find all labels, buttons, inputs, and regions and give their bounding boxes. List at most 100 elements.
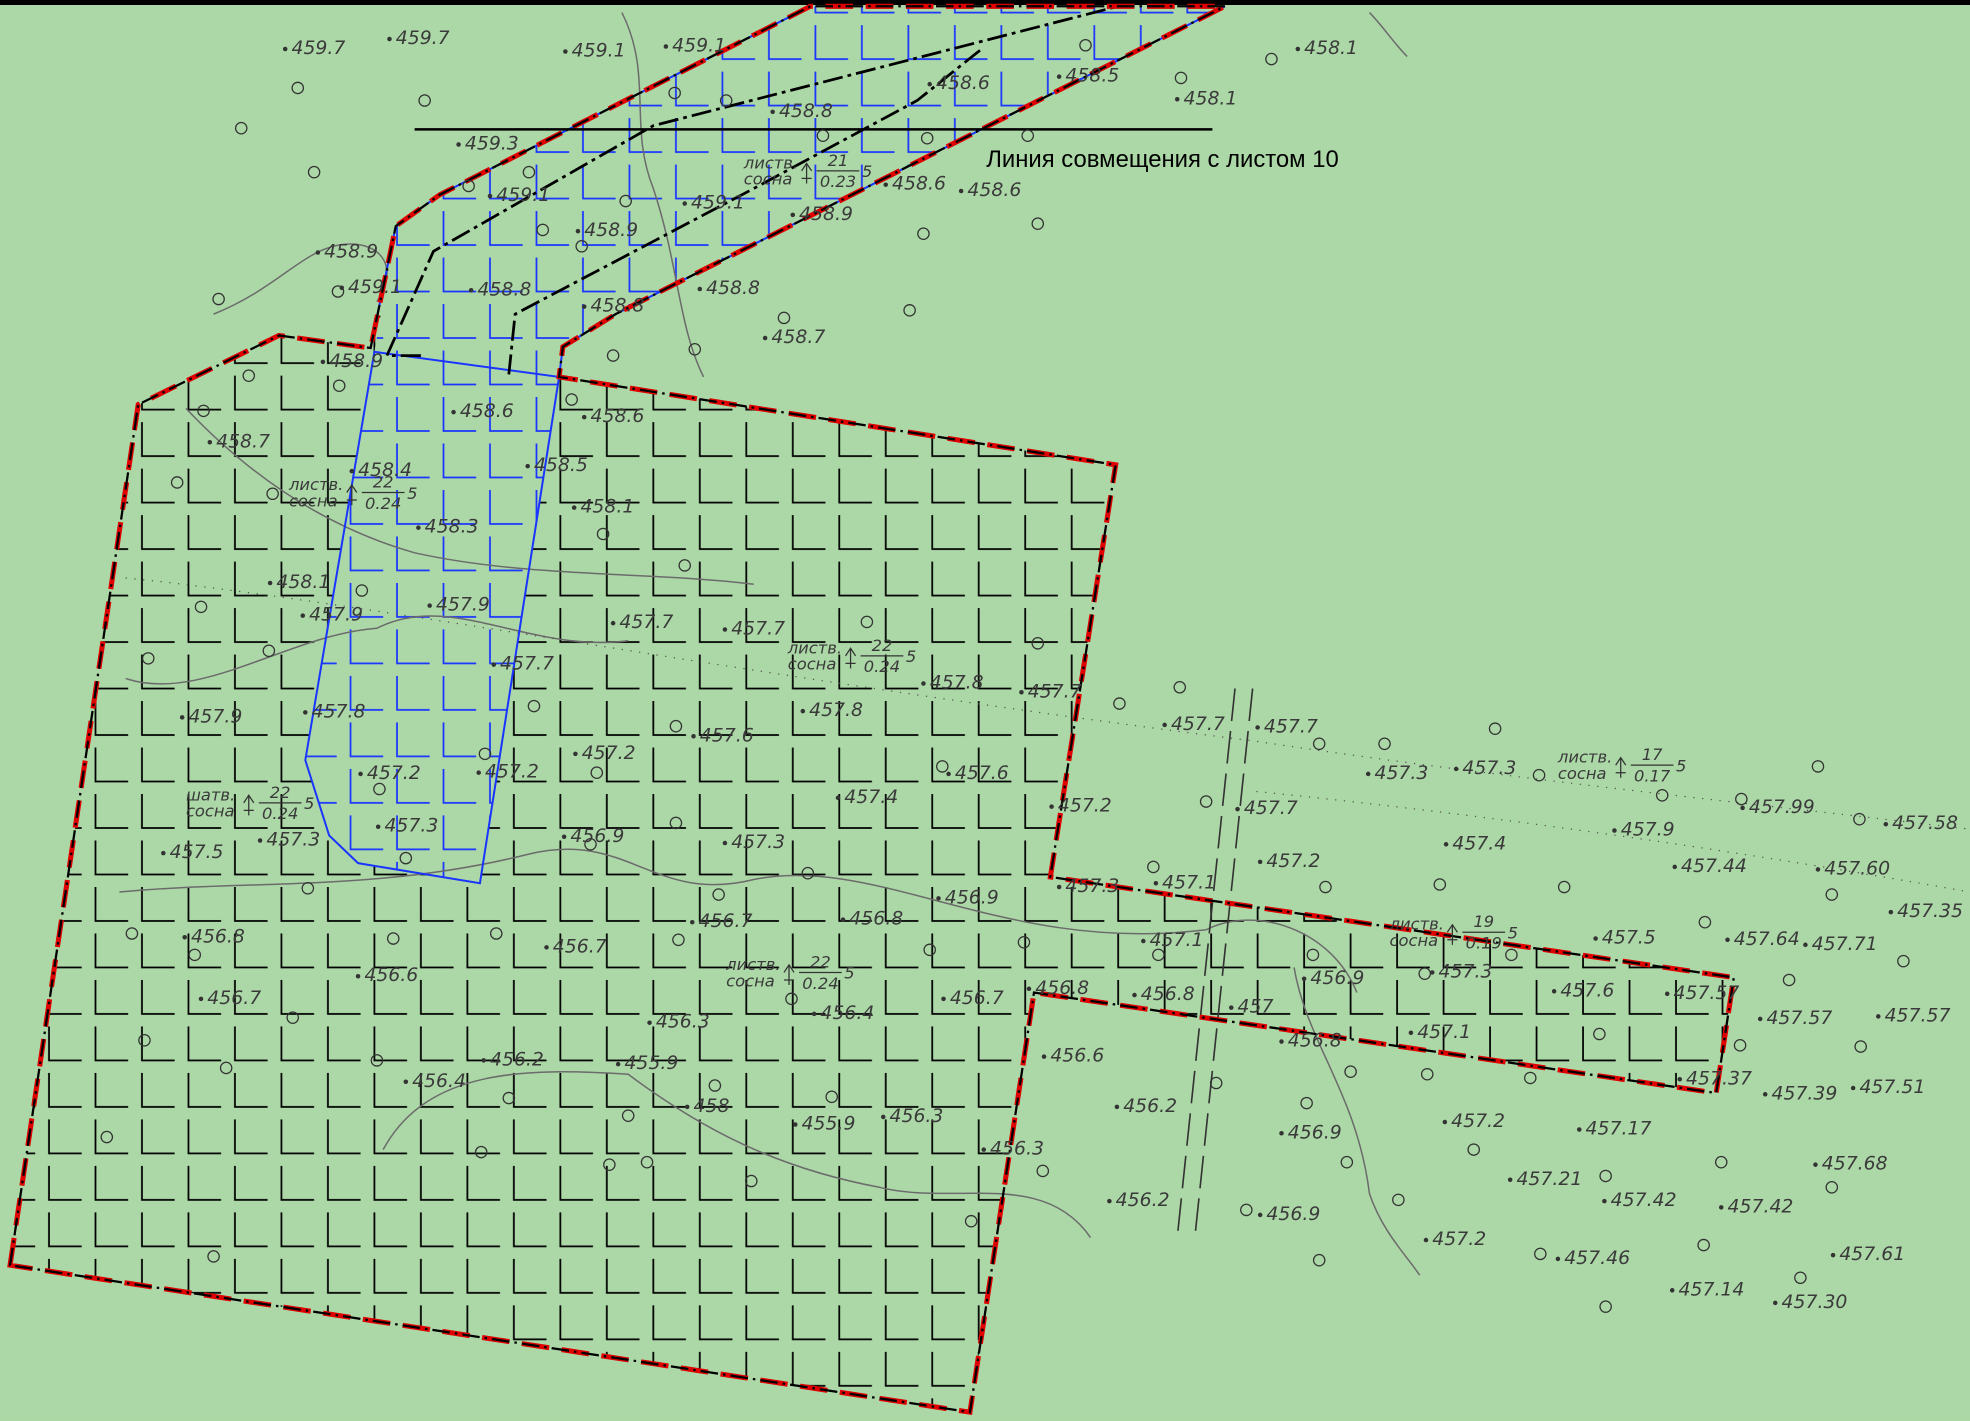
elevation-label: 458.6 (967, 180, 1021, 201)
elevation-label: 456.3 (890, 1106, 944, 1127)
elevation-point (1442, 1119, 1448, 1125)
elevation-label: 458.7 (216, 431, 270, 452)
survey-point (640, 1155, 654, 1169)
elevation-label: 457.35 (1897, 901, 1963, 922)
elevation-label: 458.6 (892, 174, 946, 195)
elevation-point (571, 505, 577, 510)
elevation-point (1772, 1300, 1778, 1306)
survey-point (619, 194, 632, 208)
elevation-point (1612, 828, 1617, 833)
survey-point (1467, 1143, 1481, 1156)
survey-point (1735, 792, 1748, 806)
dash-dot-line (384, 4, 1119, 357)
survey-point (1147, 860, 1160, 874)
elevation-label: 456.3 (656, 1012, 710, 1033)
elevation-point (722, 840, 728, 846)
elevation-point (1153, 880, 1159, 886)
elevation-point (1593, 936, 1598, 941)
survey-point (262, 644, 276, 658)
survey-point (1079, 38, 1092, 52)
survey-point (669, 816, 683, 830)
survey-point (1031, 637, 1045, 650)
tree-height: 22 (810, 952, 831, 971)
tree-symbol (243, 794, 255, 816)
elevation-point (198, 996, 204, 1002)
elevation-label: 457.2 (1451, 1111, 1505, 1132)
elevation-point (682, 201, 687, 206)
elevation-point (762, 335, 768, 341)
elevation-label: 457.60 (1824, 858, 1890, 879)
survey-point (1532, 768, 1546, 782)
contour-line (382, 1071, 1092, 1238)
survey-point (1306, 948, 1320, 962)
elevation-point (1602, 1198, 1607, 1204)
elevation-label: 458.9 (584, 220, 638, 241)
elevation-point (615, 1061, 621, 1067)
elevation-label: 457.64 (1734, 929, 1800, 950)
elevation-label: 458.3 (425, 517, 479, 538)
elevation-point (563, 49, 568, 54)
elevation-label: 457.9 (1621, 820, 1675, 841)
elevation-label: 459.1 (496, 185, 550, 206)
survey-point (170, 476, 184, 489)
elevation-label: 457.57 (1673, 983, 1739, 1004)
elevation-label: 457.8 (809, 700, 863, 721)
elevation-label: 456.9 (1266, 1204, 1320, 1225)
elevation-point (684, 1104, 690, 1110)
elevation-point (1295, 46, 1301, 52)
elevation-label: 455.9 (624, 1053, 678, 1074)
elevation-label: 456.7 (553, 936, 607, 957)
tree-species: сосна (186, 802, 235, 821)
survey-point (565, 393, 578, 406)
elevation-label: 458.8 (590, 296, 644, 317)
elevation-point (544, 945, 549, 950)
elevation-label: 457.3 (1462, 758, 1516, 779)
survey-point (801, 866, 815, 880)
survey-point (1825, 1181, 1839, 1194)
elevation-label: 456.9 (570, 826, 624, 847)
tree-symbol (1615, 756, 1627, 778)
elevation-point (1876, 1014, 1881, 1019)
survey-point (536, 223, 550, 237)
elevation-point (349, 468, 355, 474)
survey-point (1312, 737, 1326, 751)
survey-point (1698, 915, 1712, 929)
elevation-label: 457.9 (436, 595, 490, 616)
blue-boundary (304, 350, 561, 885)
elevation-label: 456.9 (1310, 968, 1364, 989)
elevation-point (1423, 1237, 1429, 1243)
survey-point (194, 600, 208, 614)
elevation-point (282, 46, 288, 52)
elevation-label: 457.57 (1885, 1005, 1951, 1026)
elevation-label: 459.1 (672, 36, 726, 57)
elevation-label: 456.8 (849, 909, 903, 930)
elevation-label: 458.6 (460, 401, 514, 422)
elevation-label: 458.8 (477, 279, 531, 300)
survey-point (708, 1079, 722, 1092)
tree-kind: шатв. (186, 785, 235, 804)
elevation-label: 457.6 (700, 725, 754, 746)
survey-point (331, 285, 345, 298)
tree-count: 5 (304, 794, 314, 813)
elevation-point (958, 188, 964, 194)
elevation-point (581, 414, 587, 420)
survey-point (920, 131, 934, 145)
survey-point (125, 927, 139, 940)
survey-point (1593, 1027, 1606, 1041)
tree-diameter: 0.17 (1634, 766, 1671, 785)
tree-count: 5 (844, 964, 854, 983)
elevation-label: 459.7 (396, 28, 450, 49)
elevation-point (315, 250, 321, 255)
contour-line (185, 407, 754, 585)
elevation-point (468, 287, 474, 293)
elevation-label: 457.1 (1162, 872, 1216, 893)
elevation-label: 458 (694, 1096, 730, 1117)
survey-point (1340, 1155, 1354, 1169)
survey-point (719, 94, 733, 107)
elevation-point (1174, 97, 1180, 102)
survey-point (1854, 1040, 1867, 1053)
elevation-label: 457.2 (582, 743, 636, 764)
